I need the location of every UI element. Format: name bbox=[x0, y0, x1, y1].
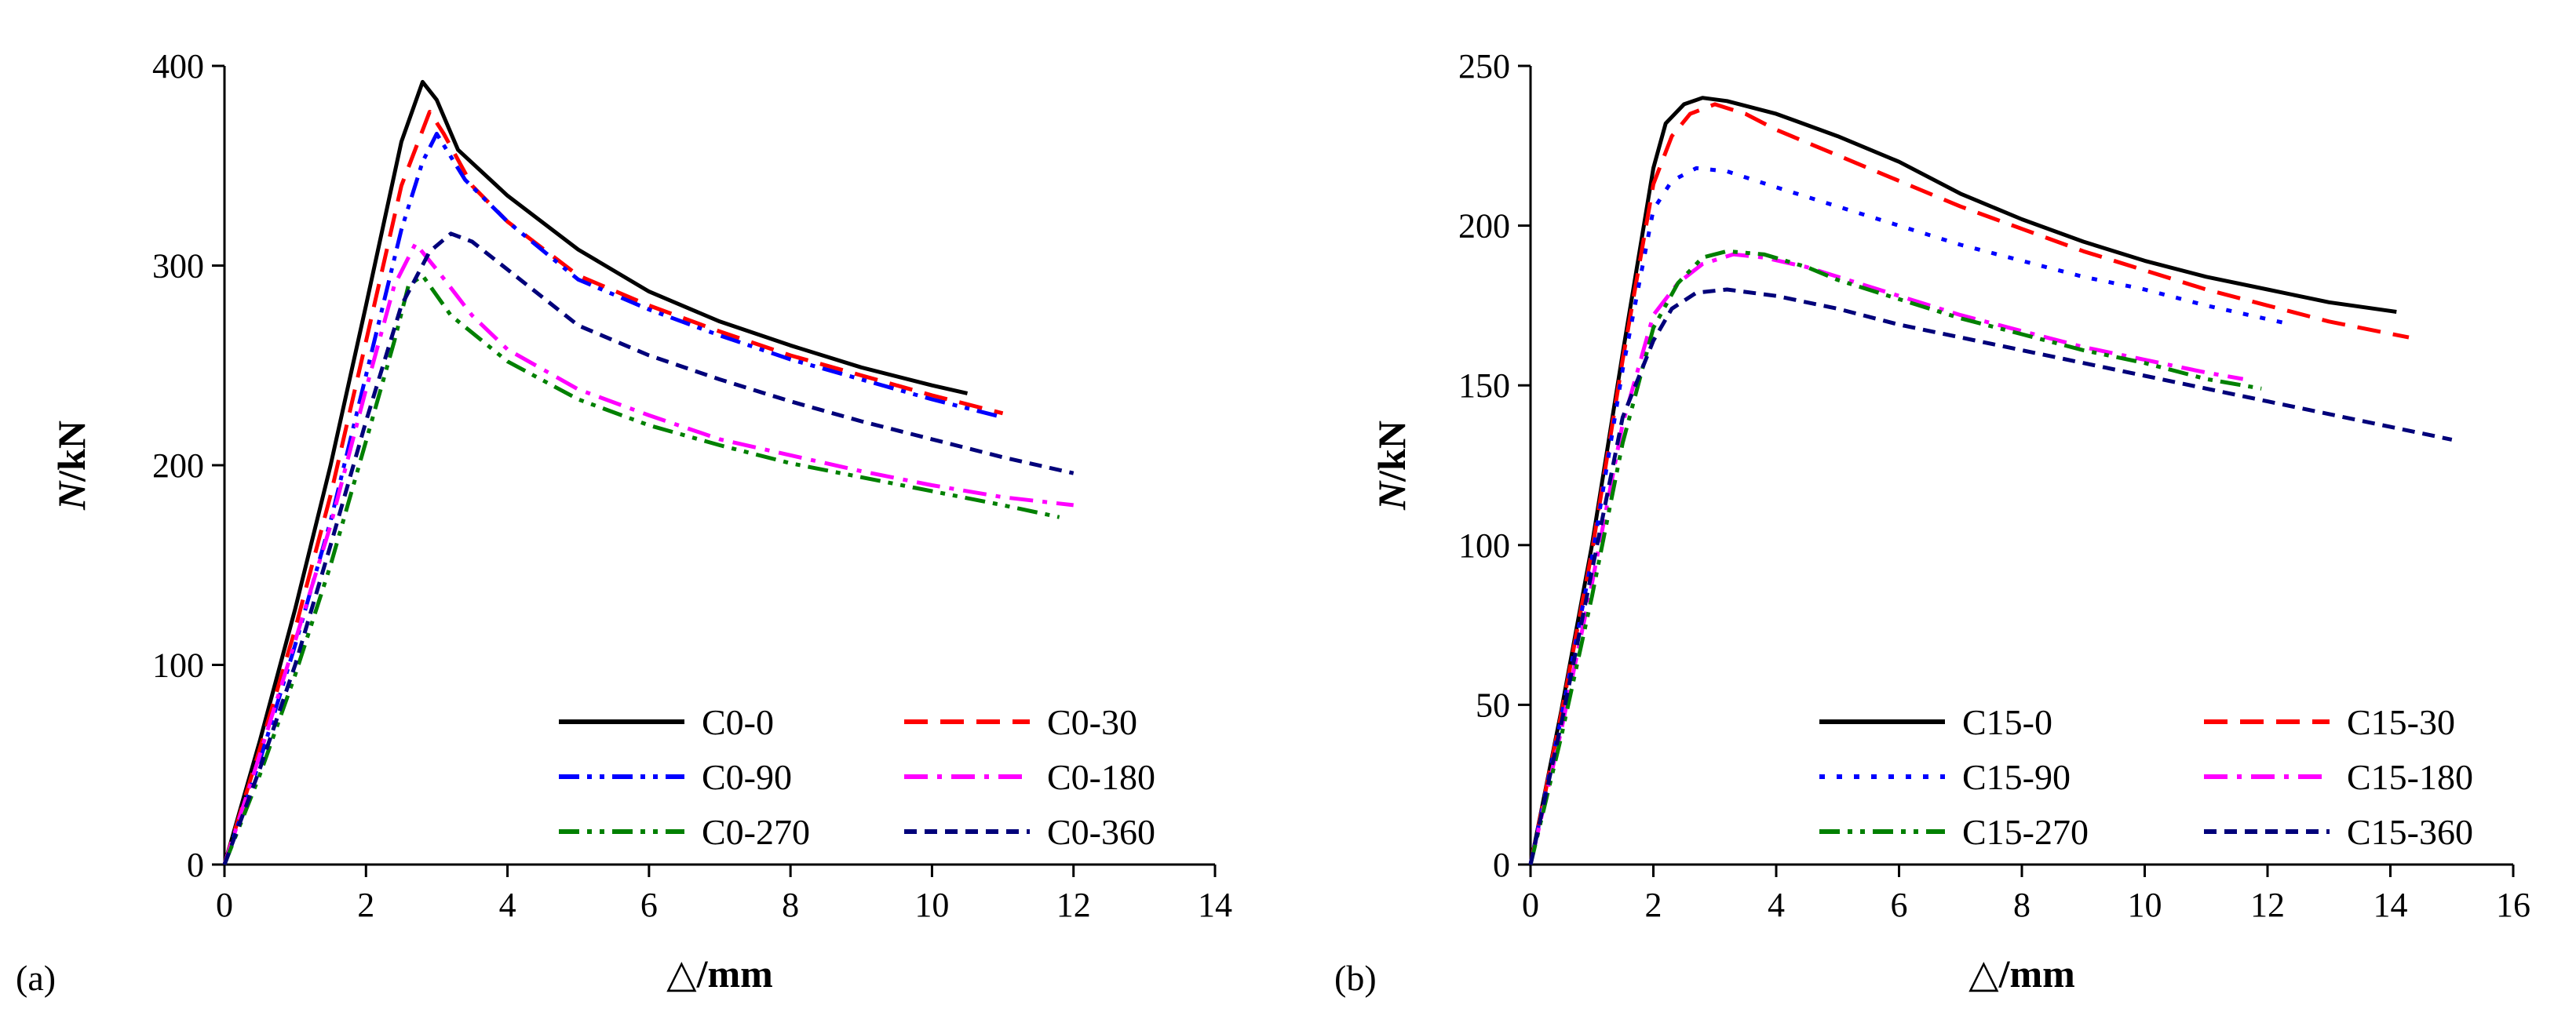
y-axis-title: N/kN bbox=[1370, 421, 1414, 511]
series-line-c0-30 bbox=[222, 110, 1004, 865]
x-tick-label: 6 bbox=[640, 886, 658, 924]
series-line-c15-30 bbox=[1528, 102, 2410, 865]
x-tick-label: 0 bbox=[216, 886, 233, 924]
x-tick-label: 16 bbox=[2496, 886, 2530, 924]
x-axis-title: △/mm bbox=[666, 952, 773, 996]
legend-label-c0-270: C0-270 bbox=[702, 812, 810, 852]
legend-label-c15-0: C15-0 bbox=[1962, 702, 2052, 742]
x-tick-label: 8 bbox=[782, 886, 799, 924]
x-tick-label: 8 bbox=[2013, 886, 2031, 924]
series-line-c0-360 bbox=[222, 231, 1075, 865]
x-tick-label: 14 bbox=[1198, 886, 1232, 924]
legend-label-c15-360: C15-360 bbox=[2347, 812, 2473, 852]
series-line-c15-360 bbox=[1528, 287, 2453, 865]
y-axis-symbol: N bbox=[1370, 480, 1414, 511]
x-axis-title: △/mm bbox=[1968, 952, 2075, 996]
panel-label: (a) bbox=[16, 958, 56, 998]
chart-panel-b: 0 50 100 150 200 250 0 2 4 6 8 10 12 14 16 △/mm N/kN (b) C… bbox=[1334, 47, 2530, 998]
x-tick-label: 10 bbox=[914, 886, 949, 924]
legend-label-c0-180: C0-180 bbox=[1047, 757, 1155, 797]
legend-label-c0-90: C0-90 bbox=[702, 757, 792, 797]
y-tick-label: 100 bbox=[1458, 526, 1510, 565]
series-line-c0-90 bbox=[222, 132, 1004, 865]
legend-label-c0-30: C0-30 bbox=[1047, 702, 1137, 742]
legend-label-c0-360: C0-360 bbox=[1047, 812, 1155, 852]
legend-label-c15-30: C15-30 bbox=[2347, 702, 2455, 742]
legend: C0-0 C0-30 C0-90 C0-180 C0-270 C0-360 bbox=[559, 702, 1155, 852]
x-axis-symbol: △ bbox=[666, 952, 697, 996]
x-tick-label: 4 bbox=[1768, 886, 1785, 924]
x-tick-label: 12 bbox=[2250, 886, 2285, 924]
legend: C15-0 C15-30 C15-90 C15-180 C15-270 C15-360 bbox=[1819, 702, 2473, 852]
x-tick-label: 4 bbox=[499, 886, 516, 924]
y-tick-label: 200 bbox=[1458, 207, 1510, 246]
y-tick-label: 50 bbox=[1476, 686, 1510, 724]
y-axis-unit: /kN bbox=[49, 421, 93, 482]
legend-label-c15-180: C15-180 bbox=[2347, 757, 2473, 797]
panel-label: (b) bbox=[1334, 958, 1377, 998]
y-tick-label: 400 bbox=[152, 47, 204, 86]
legend-label-c0-0: C0-0 bbox=[702, 702, 774, 742]
y-tick-label: 100 bbox=[152, 646, 204, 685]
y-tick-label: 0 bbox=[187, 846, 204, 884]
legend-label-c15-90: C15-90 bbox=[1962, 757, 2071, 797]
x-axis-unit: /mm bbox=[696, 952, 773, 996]
x-tick-label: 0 bbox=[1522, 886, 1539, 924]
series-line-c0-0 bbox=[222, 79, 969, 865]
x-tick-label: 10 bbox=[2128, 886, 2162, 924]
y-axis-title: N/kN bbox=[49, 421, 93, 511]
y-tick-label: 300 bbox=[152, 247, 204, 286]
series-line-c15-270 bbox=[1528, 249, 2262, 865]
y-tick-label: 0 bbox=[1493, 846, 1510, 884]
y-axis-unit: /kN bbox=[1370, 421, 1414, 482]
y-tick-label: 150 bbox=[1458, 366, 1510, 405]
x-tick-label: 2 bbox=[1645, 886, 1662, 924]
x-tick-label: 14 bbox=[2373, 886, 2408, 924]
y-tick-label: 250 bbox=[1458, 47, 1510, 86]
y-tick-label: 200 bbox=[152, 446, 204, 485]
x-axis-symbol: △ bbox=[1968, 952, 1999, 996]
y-axis-symbol: N bbox=[49, 480, 93, 511]
series-line-c0-180 bbox=[222, 242, 1074, 865]
legend-label-c15-270: C15-270 bbox=[1962, 812, 2089, 852]
x-axis-unit: /mm bbox=[1998, 952, 2075, 996]
x-tick-label: 6 bbox=[1891, 886, 1908, 924]
x-tick-label: 2 bbox=[357, 886, 374, 924]
series-line-c0-270 bbox=[222, 273, 1060, 865]
x-tick-label: 12 bbox=[1056, 886, 1091, 924]
